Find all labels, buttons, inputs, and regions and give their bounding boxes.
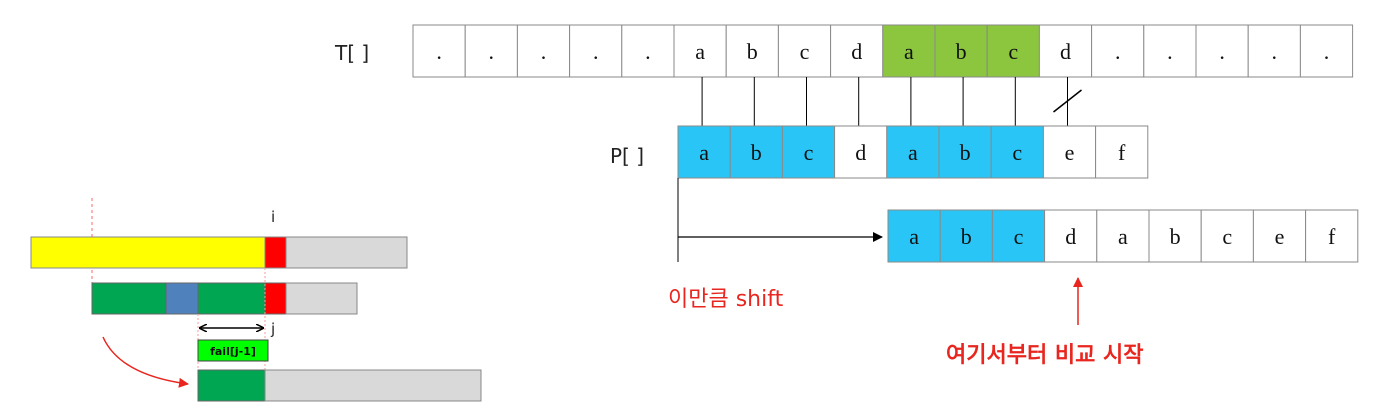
pattern-array-cell-4 bbox=[886, 125, 940, 179]
shifted-pattern-cell-text-0: a bbox=[909, 224, 919, 249]
pattern-array-cell-text-3: d bbox=[855, 140, 866, 165]
start-compare-label: 여기서부터 비교 시작 bbox=[946, 343, 1143, 368]
pattern-array-cell-text-5: b bbox=[960, 140, 971, 165]
shifted-pattern-cell-5 bbox=[1148, 209, 1202, 263]
shifted-pattern-cell-text-8: f bbox=[1328, 224, 1336, 249]
text-array-cell-text-0: . bbox=[436, 39, 442, 64]
shifted-pattern-cell-0 bbox=[887, 209, 941, 263]
text-array-cell-text-17: . bbox=[1324, 39, 1330, 64]
pattern-array-cell-6 bbox=[990, 125, 1044, 179]
pattern-array-cell-text-2: c bbox=[804, 140, 814, 165]
pattern-array-cell-text-1: b bbox=[751, 140, 762, 165]
pattern-array-cell-text-0: a bbox=[699, 140, 709, 165]
mini-pattern-green-left bbox=[91, 282, 167, 315]
mini-text-prefix-bar bbox=[30, 236, 266, 269]
pattern-array-cell-2 bbox=[781, 125, 836, 179]
shifted-pattern-cell-3 bbox=[1044, 209, 1098, 263]
text-array-cell-0 bbox=[412, 24, 466, 78]
text-array-cell-8 bbox=[830, 24, 884, 78]
text-array-cell-text-7: c bbox=[800, 39, 810, 64]
text-array-cell-15 bbox=[1195, 24, 1249, 78]
mini-text-mismatch-cell bbox=[264, 236, 287, 269]
shift-label: 이만큼 shift bbox=[668, 287, 784, 312]
mini-label-i: i bbox=[271, 208, 275, 226]
pattern-array-label: P[ ] bbox=[610, 144, 644, 168]
mini-fail-label: fail[j-1] bbox=[210, 345, 256, 358]
text-array-cell-text-10: b bbox=[956, 39, 967, 64]
text-array-cell-2 bbox=[516, 24, 571, 78]
mini-label-j: j bbox=[270, 320, 275, 338]
shifted-pattern-cell-2 bbox=[991, 209, 1046, 263]
text-array-cell-17 bbox=[1299, 24, 1354, 78]
shifted-pattern-cell-text-4: a bbox=[1118, 224, 1128, 249]
text-array-cell-9 bbox=[882, 24, 936, 78]
text-array-cell-text-3: . bbox=[593, 39, 599, 64]
text-array-cell-text-9: a bbox=[904, 39, 914, 64]
mini-shifted-green bbox=[197, 369, 266, 402]
text-array-cell-text-4: . bbox=[645, 39, 651, 64]
shifted-pattern-cell-6 bbox=[1200, 209, 1254, 263]
mini-text-rest-bar bbox=[285, 236, 408, 269]
pattern-array-cell-3 bbox=[834, 125, 888, 179]
text-array-cell-text-15: . bbox=[1219, 39, 1225, 64]
pattern-array-cell-text-6: c bbox=[1012, 140, 1022, 165]
shifted-pattern-cell-4 bbox=[1096, 209, 1150, 263]
text-array-cell-text-13: . bbox=[1115, 39, 1121, 64]
pattern-array-cell-5 bbox=[938, 125, 992, 179]
shifted-pattern-cell-text-1: b bbox=[961, 224, 972, 249]
shifted-pattern-cell-text-2: c bbox=[1014, 224, 1024, 249]
text-array-cell-text-5: a bbox=[695, 39, 705, 64]
text-array-label: T[ ] bbox=[334, 41, 369, 65]
text-array-cell-13 bbox=[1091, 24, 1145, 78]
pattern-array-cell-text-8: f bbox=[1118, 140, 1126, 165]
text-array-cell-5 bbox=[673, 24, 727, 78]
pattern-array-cell-text-7: e bbox=[1065, 140, 1075, 165]
pattern-array-cell-0 bbox=[677, 125, 731, 179]
mini-curved-shift-arrow bbox=[102, 336, 189, 388]
text-array-cell-1 bbox=[464, 24, 518, 78]
shifted-pattern-cell-text-6: c bbox=[1222, 224, 1232, 249]
text-array-cell-text-12: d bbox=[1060, 39, 1071, 64]
text-array-cell-text-1: . bbox=[489, 39, 495, 64]
mini-pattern-rest-bar bbox=[285, 282, 358, 315]
text-array-cell-text-11: c bbox=[1008, 39, 1018, 64]
text-array-cell-text-14: . bbox=[1167, 39, 1173, 64]
text-array-cell-text-6: b bbox=[747, 39, 758, 64]
match-connectors bbox=[701, 77, 1082, 126]
text-array-cell-6 bbox=[725, 24, 779, 78]
mini-diagram: i j fail[j-1] bbox=[30, 198, 482, 402]
text-array-cell-4 bbox=[621, 24, 675, 78]
mini-pattern-blue bbox=[165, 282, 199, 315]
mini-pattern-green-right bbox=[197, 282, 266, 315]
mini-pattern-mismatch-cell bbox=[264, 282, 287, 315]
shifted-pattern-cell-text-5: b bbox=[1170, 224, 1181, 249]
text-array-cell-12 bbox=[1038, 24, 1093, 78]
mini-fail-label-box bbox=[197, 339, 269, 362]
pattern-array-cell-8 bbox=[1095, 125, 1149, 179]
pattern-array-cell-text-4: a bbox=[908, 140, 918, 165]
text-array: ..... a b c d a b c d..... bbox=[412, 24, 1354, 78]
text-array-cell-text-2: . bbox=[541, 39, 547, 64]
mismatch-slash bbox=[1053, 89, 1082, 113]
text-array-cell-text-8: d bbox=[851, 39, 862, 64]
shifted-pattern-cell-text-7: e bbox=[1275, 224, 1285, 249]
text-array-cell-text-16: . bbox=[1272, 39, 1278, 64]
shifted-pattern-cell-8 bbox=[1305, 209, 1359, 263]
text-array-cell-7 bbox=[777, 24, 832, 78]
text-array-cell-16 bbox=[1247, 24, 1301, 78]
text-array-cell-11 bbox=[986, 24, 1040, 78]
shifted-pattern-cell-text-3: d bbox=[1065, 224, 1076, 249]
mini-shifted-rest-bar bbox=[264, 369, 482, 402]
pattern-array-cell-7 bbox=[1042, 125, 1097, 179]
